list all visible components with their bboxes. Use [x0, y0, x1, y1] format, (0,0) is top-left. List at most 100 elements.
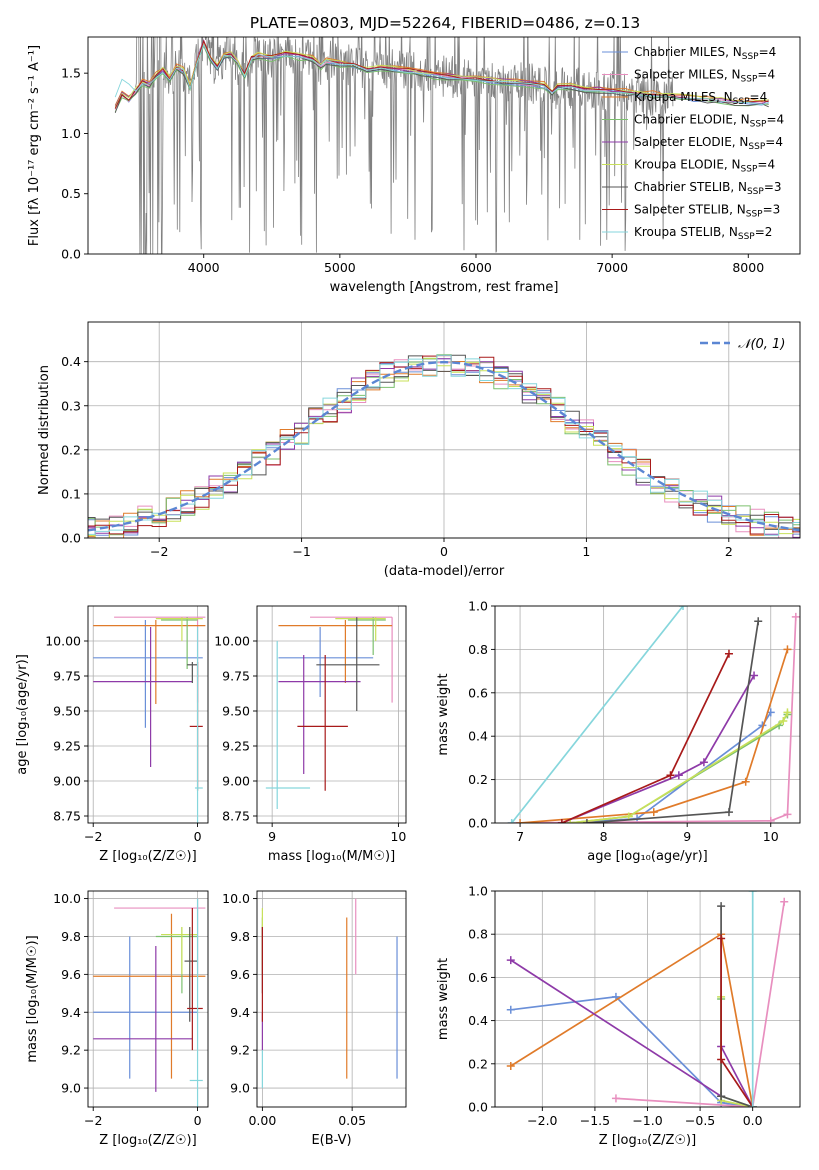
x-tick-label: 0.05: [338, 1113, 366, 1128]
weight-marker: [566, 819, 575, 823]
extinction-mass-panel: 0.00 0.05 9.0 9.2 9.4 9.6 9.8 10.0 E(B-V): [222, 890, 407, 1148]
model-spectrum-line: [114, 40, 769, 108]
y-tick-label: 10.00: [214, 634, 250, 649]
x-axis-label: E(B-V): [311, 1133, 351, 1148]
y-tick-label: 9.4: [230, 1005, 250, 1020]
weight-marker: [717, 902, 726, 911]
errorbar-plot-area: [261, 898, 398, 1089]
y-tick-label: 0.2: [468, 772, 488, 787]
weight-series-line: [510, 995, 753, 1107]
y-tick-label: 0.1: [61, 486, 81, 501]
x-tick-label: −1: [292, 544, 310, 559]
weight-marker: [783, 708, 792, 717]
weight-series-line: [520, 649, 789, 823]
weight-marker: [666, 771, 675, 780]
y-tick-label: 0.2: [468, 1056, 488, 1071]
x-tick-label: 1: [582, 544, 590, 559]
spectrum-panel: 4000 5000 6000 7000 8000 0.0 0.5 1.0 1.5 waveleng…: [27, 36, 801, 295]
legend-suffix: =4: [766, 113, 784, 127]
y-tick-label: 0.4: [468, 729, 488, 744]
legend-subscript: SSP: [733, 97, 750, 107]
x-tick-label: 6000: [460, 260, 492, 275]
histogram-step-line: [88, 354, 800, 531]
y-tick-label: 9.50: [53, 704, 81, 719]
weight-series-line: [561, 653, 730, 823]
weight-marker: [717, 1055, 726, 1064]
residual-histogram-panel: −2 −1 0 1 2 0.0 0.1 0.2 0.3 0.4 (data-model)/error…: [37, 321, 801, 579]
weight-marker: [783, 645, 792, 654]
metallicity-mass-panel: −2 0 9.0 9.2 9.4 9.6 9.8 10.0 Z [log₁₀(Z/Z☉)] mas…: [25, 890, 209, 1148]
legend-entry: 𝒩(0, 1): [738, 337, 785, 352]
y-tick-label: 10.0: [53, 891, 81, 906]
weight-marker: [791, 612, 800, 621]
weight-marker: [516, 819, 525, 823]
y-tick-label: 1.5: [61, 66, 81, 81]
errorbar-plot-area: [93, 898, 206, 1107]
legend-suffix: =2: [755, 225, 773, 239]
x-tick-label: 10: [390, 829, 406, 844]
y-tick-label: 0.8: [468, 642, 488, 657]
plot-frame: [87, 890, 209, 1108]
weight-marker: [779, 717, 788, 726]
errorbar-plot-area: [265, 616, 393, 809]
y-tick-label: 0.3: [61, 398, 81, 413]
weight-marker: [679, 606, 688, 610]
weight-marker: [717, 934, 726, 943]
observed-spectrum-line: [135, 37, 674, 254]
legend-suffix: =4: [757, 158, 775, 172]
weight-marker: [741, 777, 750, 786]
weight-marker: [766, 816, 775, 823]
y-tick-label: 0.2: [61, 442, 81, 457]
weight-series-line: [511, 616, 797, 823]
legend-entry: Kroupa STELIB, NSSP=2: [634, 225, 772, 242]
y-tick-label: 10.0: [222, 891, 250, 906]
histogram-plot-area: [88, 354, 800, 538]
x-tick-label: 0: [194, 829, 202, 844]
y-tick-label: 0.0: [61, 531, 81, 546]
legend-label: Chabrier STELIB, N: [634, 180, 747, 194]
legend-label: Salpeter STELIB, N: [634, 203, 746, 217]
weight-marker: [611, 1094, 620, 1103]
y-tick-label: 0.0: [61, 247, 81, 262]
legend-suffix: =3: [763, 203, 781, 217]
y-tick-label: 9.2: [230, 1043, 250, 1058]
x-tick-label: 8: [600, 829, 608, 844]
y-tick-label: 9.8: [230, 929, 250, 944]
x-tick-label: 10: [763, 829, 779, 844]
y-tick-label: 9.8: [61, 929, 81, 944]
legend-entry: Salpeter ELODIE, NSSP=4: [634, 135, 783, 152]
x-axis-label: Z [log₁₀(Z/Z☉)]: [599, 1133, 696, 1148]
weight-marker: [748, 1103, 757, 1107]
y-tick-label: 9.75: [222, 669, 250, 684]
legend-suffix: =3: [764, 180, 782, 194]
weight-series-line: [720, 996, 753, 1107]
y-tick-label: 9.00: [53, 774, 81, 789]
y-tick-label: 9.6: [61, 967, 81, 982]
y-tick-label: 0.6: [468, 685, 488, 700]
y-axis-label: Normed distribution: [37, 365, 52, 495]
weight-series-line: [720, 999, 753, 1107]
y-tick-label: 9.25: [53, 739, 81, 754]
y-tick-label: 9.4: [61, 1005, 81, 1020]
weight-series-line: [511, 606, 684, 823]
weight-marker: [649, 808, 658, 817]
legend-entry: Salpeter MILES, NSSP=4: [634, 68, 775, 85]
x-tick-label: 0: [440, 544, 448, 559]
weight-marker: [506, 956, 515, 965]
age-weight-panel: 7 8 9 10 0.0 0.2 0.4 0.6 0.8 1.0 age [log₁₀(age/yr…: [436, 599, 801, 864]
y-tick-label: 0.4: [468, 1013, 488, 1028]
metallicity-weight-panel: −2.0 −1.5 −1.0 −0.5 0.0 0.0 0.2 0.4 0.6 0.8 1.0 Z […: [436, 884, 801, 1148]
weight-series-line: [570, 711, 789, 823]
x-tick-label: 9: [268, 829, 276, 844]
plot-frame: [87, 36, 801, 255]
x-tick-label: −2: [150, 544, 168, 559]
legend-label: Kroupa ELODIE, N: [634, 158, 741, 172]
legend-subscript: SSP: [738, 232, 755, 242]
x-axis-label: age [log₁₀(age/yr)]: [587, 849, 708, 864]
legend-suffix: =4: [750, 90, 768, 104]
x-tick-label: 8000: [732, 260, 764, 275]
y-tick-label: 0.0: [468, 1100, 488, 1115]
normal-curve: [88, 360, 800, 532]
legend-label: Chabrier ELODIE, N: [634, 113, 750, 127]
